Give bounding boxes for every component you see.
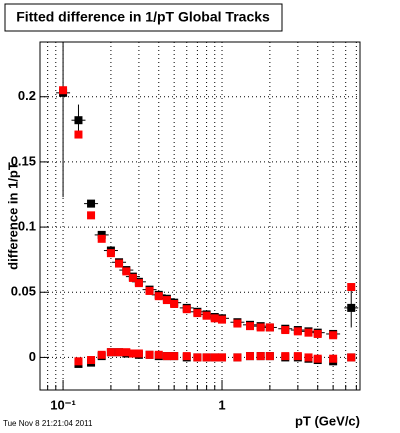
marker [233, 319, 242, 328]
y-axis-label: difference in 1/pT [5, 162, 20, 270]
marker [59, 86, 68, 95]
marker [182, 305, 191, 314]
marker [304, 353, 313, 362]
marker [154, 350, 163, 359]
marker [154, 292, 163, 301]
y-tick-label: 0 [29, 349, 36, 364]
marker [122, 348, 131, 357]
marker [115, 259, 124, 268]
marker [128, 273, 137, 282]
marker [145, 286, 154, 295]
marker [246, 352, 255, 361]
marker [202, 353, 211, 362]
marker [347, 303, 356, 312]
marker [115, 348, 124, 357]
marker [293, 352, 302, 361]
y-tick-label: 0.2 [18, 88, 36, 103]
marker [202, 311, 211, 320]
marker [182, 352, 191, 361]
title-box [4, 3, 283, 32]
marker [193, 309, 202, 318]
marker [145, 350, 154, 359]
marker [134, 349, 143, 358]
marker [218, 353, 227, 362]
marker [97, 350, 106, 359]
x-tick-label: 10⁻¹ [50, 397, 76, 412]
marker [281, 352, 290, 361]
marker [218, 315, 227, 324]
marker [246, 322, 255, 331]
marker [304, 328, 313, 337]
marker [193, 353, 202, 362]
marker [329, 354, 338, 363]
footer: Tue Nov 8 21:21:04 2011 [3, 419, 93, 428]
marker [210, 353, 219, 362]
marker [122, 267, 131, 276]
marker [265, 352, 274, 361]
marker [256, 323, 265, 332]
marker [233, 353, 242, 362]
marker [74, 357, 83, 366]
marker [329, 331, 338, 340]
plot-frame [39, 41, 361, 391]
marker [74, 130, 83, 139]
y-tick-label: 0.1 [18, 219, 36, 234]
marker [128, 349, 137, 358]
marker [347, 353, 356, 362]
y-tick-label: 0.15 [11, 153, 36, 168]
marker [256, 352, 265, 361]
marker [313, 354, 322, 363]
marker [293, 327, 302, 336]
marker [170, 352, 179, 361]
marker [106, 249, 115, 258]
marker [265, 323, 274, 332]
marker [162, 352, 171, 361]
marker [134, 279, 143, 288]
marker [162, 296, 171, 305]
marker [281, 326, 290, 335]
marker [87, 199, 96, 208]
marker [210, 314, 219, 323]
marker [347, 283, 356, 292]
marker [313, 329, 322, 338]
marker [87, 211, 96, 220]
marker [74, 116, 83, 125]
x-axis-label: pT (GeV/c) [295, 413, 360, 428]
chart-title: Fitted difference in 1/pT Global Tracks [16, 9, 270, 25]
x-tick-label: 1 [218, 397, 225, 412]
y-tick-label: 0.05 [11, 284, 36, 299]
marker [170, 299, 179, 308]
marker [106, 348, 115, 357]
marker [87, 356, 96, 365]
marker [97, 234, 106, 243]
